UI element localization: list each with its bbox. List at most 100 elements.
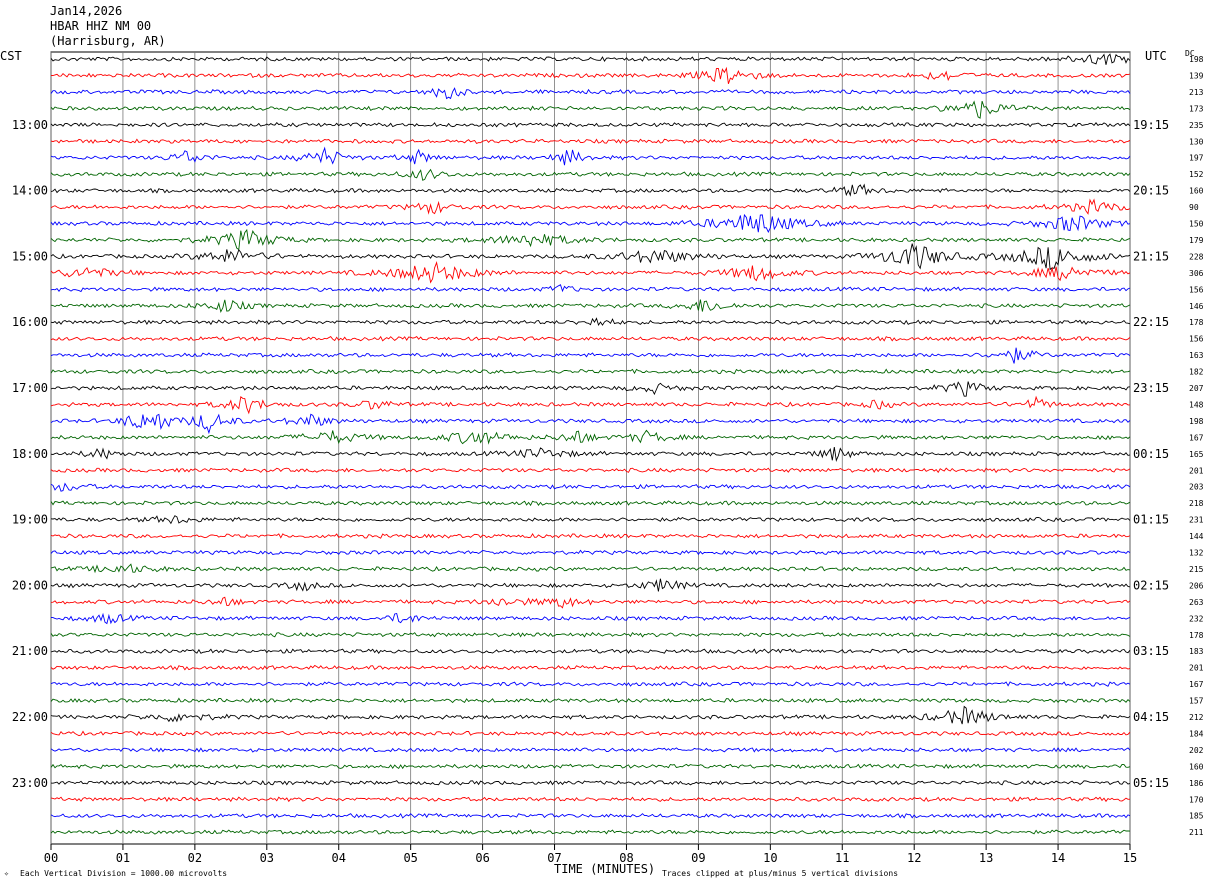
dc-offset-label: 132 — [1189, 549, 1204, 558]
trace-line — [50, 317, 1131, 327]
trace-line — [50, 631, 1131, 638]
dc-offset-label: 231 — [1189, 516, 1204, 525]
trace-line — [50, 596, 1131, 609]
dc-offset-label: 156 — [1189, 335, 1204, 344]
cst-hour-label: 14:00 — [12, 184, 48, 198]
trace-line — [50, 812, 1131, 819]
header-location: (Harrisburg, AR) — [50, 34, 166, 48]
trace-line — [50, 429, 1131, 445]
utc-hour-label: 22:15 — [1133, 315, 1169, 329]
utc-hour-label: 02:15 — [1133, 578, 1169, 592]
x-tick-label: 12 — [907, 851, 921, 865]
cst-hour-label: 22:00 — [12, 710, 48, 724]
trace-line — [50, 66, 1131, 84]
dc-offset-label: 185 — [1189, 812, 1204, 821]
trace-line — [50, 747, 1131, 753]
dc-offset-label: 213 — [1189, 88, 1204, 97]
utc-hour-label: 20:15 — [1133, 184, 1169, 198]
utc-hour-label: 04:15 — [1133, 710, 1169, 724]
x-tick-label: 09 — [691, 851, 705, 865]
dc-offset-label: 183 — [1189, 647, 1204, 656]
trace-line — [50, 549, 1131, 556]
trace-line — [50, 578, 1131, 592]
dc-offset-label: 165 — [1189, 450, 1204, 459]
dc-offset-label: 178 — [1189, 631, 1204, 640]
trace-line — [50, 796, 1131, 803]
trace-line — [50, 467, 1131, 474]
dc-offset-label: 163 — [1189, 351, 1204, 360]
cst-hour-label: 13:00 — [12, 118, 48, 132]
trace-line — [50, 284, 1131, 293]
x-axis-title: TIME (MINUTES) — [554, 862, 655, 876]
x-tick-label: 13 — [979, 851, 993, 865]
x-tick-label: 05 — [403, 851, 417, 865]
trace-line — [50, 697, 1131, 704]
dc-offset-label: 232 — [1189, 614, 1204, 623]
dc-offset-label: 203 — [1189, 483, 1204, 492]
trace-line — [50, 563, 1131, 574]
trace-line — [50, 168, 1131, 181]
dc-offset-label: 184 — [1189, 729, 1204, 738]
trace-line — [50, 780, 1131, 786]
cst-hour-label: 19:00 — [12, 513, 48, 527]
cst-hour-label: 16:00 — [12, 315, 48, 329]
trace-line — [50, 648, 1131, 655]
dc-offset-label: 179 — [1189, 236, 1204, 245]
x-tick-label: 06 — [475, 851, 489, 865]
dc-offset-label: 235 — [1189, 121, 1204, 130]
trace-group — [50, 53, 1131, 835]
x-tick-label: 03 — [260, 851, 274, 865]
trace-line — [50, 213, 1131, 234]
trace-line — [50, 299, 1131, 313]
cst-hour-label: 18:00 — [12, 447, 48, 461]
dc-offset-label: 160 — [1189, 187, 1204, 196]
trace-line — [50, 183, 1131, 197]
trace-line — [50, 482, 1131, 492]
dc-offset-label: 306 — [1189, 269, 1204, 278]
x-tick-label: 02 — [188, 851, 202, 865]
dc-offset-label: 156 — [1189, 285, 1204, 294]
trace-line — [50, 395, 1130, 415]
header-station: HBAR HHZ NM 00 — [50, 19, 152, 33]
trace-line — [50, 413, 1131, 435]
dc-offset-label: 90 — [1189, 203, 1199, 212]
cst-hour-label: 17:00 — [12, 381, 48, 395]
dc-offset-label: 157 — [1189, 697, 1204, 706]
label-group: 00 01 02 03 04 05 06 07 08 09 10 11 12 13 14 15 198 139 21… — [12, 55, 1204, 865]
x-tick-label: 04 — [332, 851, 346, 865]
cst-hour-label: 20:00 — [12, 578, 48, 592]
x-tick-label: 10 — [763, 851, 777, 865]
dc-offset-label: 211 — [1189, 828, 1204, 837]
time-grid — [50, 51, 1131, 850]
dc-offset-label: 228 — [1189, 252, 1204, 261]
trace-line — [50, 347, 1131, 364]
trace-line — [50, 681, 1131, 687]
utc-hour-label: 05:15 — [1133, 776, 1169, 790]
trace-line — [50, 260, 1131, 284]
dc-offset-label: 198 — [1189, 417, 1204, 426]
dc-offset-label: 160 — [1189, 762, 1204, 771]
dc-offset-label: 206 — [1189, 581, 1204, 590]
x-tick-label: 07 — [547, 851, 561, 865]
trace-line — [50, 198, 1131, 215]
dc-offset-label: 202 — [1189, 746, 1204, 755]
dc-offset-label: 167 — [1189, 680, 1204, 689]
dc-offset-label: 212 — [1189, 713, 1204, 722]
plot-frame — [50, 51, 1131, 845]
trace-line — [50, 335, 1131, 342]
x-tick-label: 14 — [1051, 851, 1065, 865]
dc-offset-label: 218 — [1189, 499, 1204, 508]
header-date: Jan14,2026 — [50, 4, 123, 18]
dc-offset-label: 152 — [1189, 170, 1204, 179]
trace-line — [50, 829, 1131, 835]
dc-offset-label: 182 — [1189, 368, 1204, 377]
trace-line — [50, 515, 1131, 525]
dc-offset-label: 263 — [1189, 598, 1204, 607]
logo-mark: ✧ — [4, 869, 9, 878]
x-tick-label: 01 — [116, 851, 130, 865]
x-tick-label: 15 — [1123, 851, 1137, 865]
cst-hour-label: 21:00 — [12, 644, 48, 658]
x-tick-label: 08 — [619, 851, 633, 865]
dc-offset-label: 178 — [1189, 318, 1204, 327]
